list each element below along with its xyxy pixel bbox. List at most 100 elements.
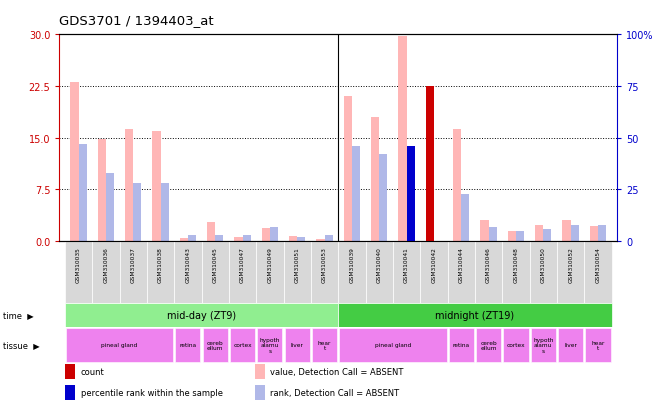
Bar <box>66 328 173 362</box>
Text: hear
t: hear t <box>318 340 331 350</box>
Text: GSM310045: GSM310045 <box>213 247 218 282</box>
Text: GSM310049: GSM310049 <box>267 247 273 282</box>
Bar <box>311 242 339 303</box>
Text: liver: liver <box>291 342 304 348</box>
Bar <box>338 303 612 328</box>
Bar <box>188 235 196 242</box>
Text: GSM310050: GSM310050 <box>541 247 546 282</box>
Text: rank, Detection Call = ABSENT: rank, Detection Call = ABSENT <box>270 388 399 397</box>
Bar <box>255 385 265 400</box>
Bar <box>119 242 147 303</box>
Text: percentile rank within the sample: percentile rank within the sample <box>81 388 222 397</box>
Text: GSM310052: GSM310052 <box>568 247 573 282</box>
Text: value, Detection Call = ABSENT: value, Detection Call = ABSENT <box>270 367 403 376</box>
Bar <box>407 147 414 242</box>
Text: hypoth
alamu
s: hypoth alamu s <box>533 337 554 353</box>
Text: GSM310047: GSM310047 <box>240 247 245 282</box>
Bar <box>325 235 333 242</box>
Text: hypoth
alamu
s: hypoth alamu s <box>260 337 280 353</box>
Bar <box>502 242 529 303</box>
Bar <box>262 228 270 242</box>
Text: GSM310046: GSM310046 <box>486 247 491 282</box>
Bar <box>297 237 306 242</box>
Text: GSM310054: GSM310054 <box>595 247 601 282</box>
Text: GSM310039: GSM310039 <box>349 247 354 282</box>
Bar <box>352 147 360 242</box>
Text: midnight (ZT19): midnight (ZT19) <box>436 310 515 320</box>
Bar <box>344 97 352 242</box>
Text: cortex: cortex <box>233 342 252 348</box>
Bar <box>203 328 228 362</box>
Bar <box>562 221 571 242</box>
Text: GDS3701 / 1394403_at: GDS3701 / 1394403_at <box>59 14 214 27</box>
Bar <box>571 225 579 242</box>
Bar <box>98 140 106 242</box>
Bar <box>558 328 583 362</box>
Text: mid-day (ZT9): mid-day (ZT9) <box>167 310 236 320</box>
Bar <box>447 242 475 303</box>
Bar <box>284 242 311 303</box>
Bar <box>426 87 434 242</box>
Bar <box>338 242 366 303</box>
Bar <box>65 303 339 328</box>
Bar <box>229 242 256 303</box>
Bar <box>557 242 584 303</box>
Bar <box>176 328 201 362</box>
Text: GSM310042: GSM310042 <box>432 247 436 282</box>
Bar <box>106 173 114 242</box>
Bar <box>488 227 497 242</box>
Bar <box>65 242 92 303</box>
Text: GSM310036: GSM310036 <box>104 247 108 282</box>
Bar <box>339 328 447 362</box>
Bar <box>92 242 119 303</box>
Bar <box>160 184 169 242</box>
Text: pineal gland: pineal gland <box>375 342 411 348</box>
Bar <box>590 226 598 242</box>
Bar <box>180 238 188 242</box>
Bar <box>399 36 407 242</box>
Text: GSM310040: GSM310040 <box>377 247 381 282</box>
Text: pineal gland: pineal gland <box>102 342 138 348</box>
Bar <box>585 328 610 362</box>
Bar <box>475 242 502 303</box>
Bar <box>453 130 461 242</box>
Text: GSM310048: GSM310048 <box>513 247 519 282</box>
Bar <box>230 328 255 362</box>
Bar <box>284 328 310 362</box>
Bar <box>174 242 201 303</box>
Bar <box>366 242 393 303</box>
Bar <box>476 328 501 362</box>
Bar <box>543 229 552 242</box>
Bar <box>461 194 469 242</box>
Bar <box>207 222 215 242</box>
Bar <box>480 221 488 242</box>
Bar <box>234 237 243 242</box>
Bar <box>65 385 75 400</box>
Bar <box>504 328 529 362</box>
Bar <box>535 225 543 242</box>
Bar <box>449 328 474 362</box>
Bar <box>371 118 379 242</box>
Text: GSM310043: GSM310043 <box>185 247 190 282</box>
Bar <box>316 240 325 242</box>
Bar <box>270 227 278 242</box>
Text: GSM310035: GSM310035 <box>76 247 81 282</box>
Bar <box>257 328 282 362</box>
Bar <box>71 83 79 242</box>
Bar <box>379 155 387 242</box>
Bar <box>531 328 556 362</box>
Bar <box>393 242 420 303</box>
Text: GSM310038: GSM310038 <box>158 247 163 282</box>
Text: GSM310041: GSM310041 <box>404 247 409 282</box>
Bar <box>255 364 265 379</box>
Text: cereb
ellum: cereb ellum <box>207 340 224 350</box>
Bar <box>152 131 160 242</box>
Text: GSM310044: GSM310044 <box>459 247 464 282</box>
Text: GSM310037: GSM310037 <box>131 247 136 282</box>
Bar <box>79 145 86 242</box>
Text: cereb
ellum: cereb ellum <box>480 340 497 350</box>
Bar <box>508 231 516 242</box>
Text: GSM310053: GSM310053 <box>322 247 327 282</box>
Text: retina: retina <box>180 342 197 348</box>
Bar <box>65 364 75 379</box>
